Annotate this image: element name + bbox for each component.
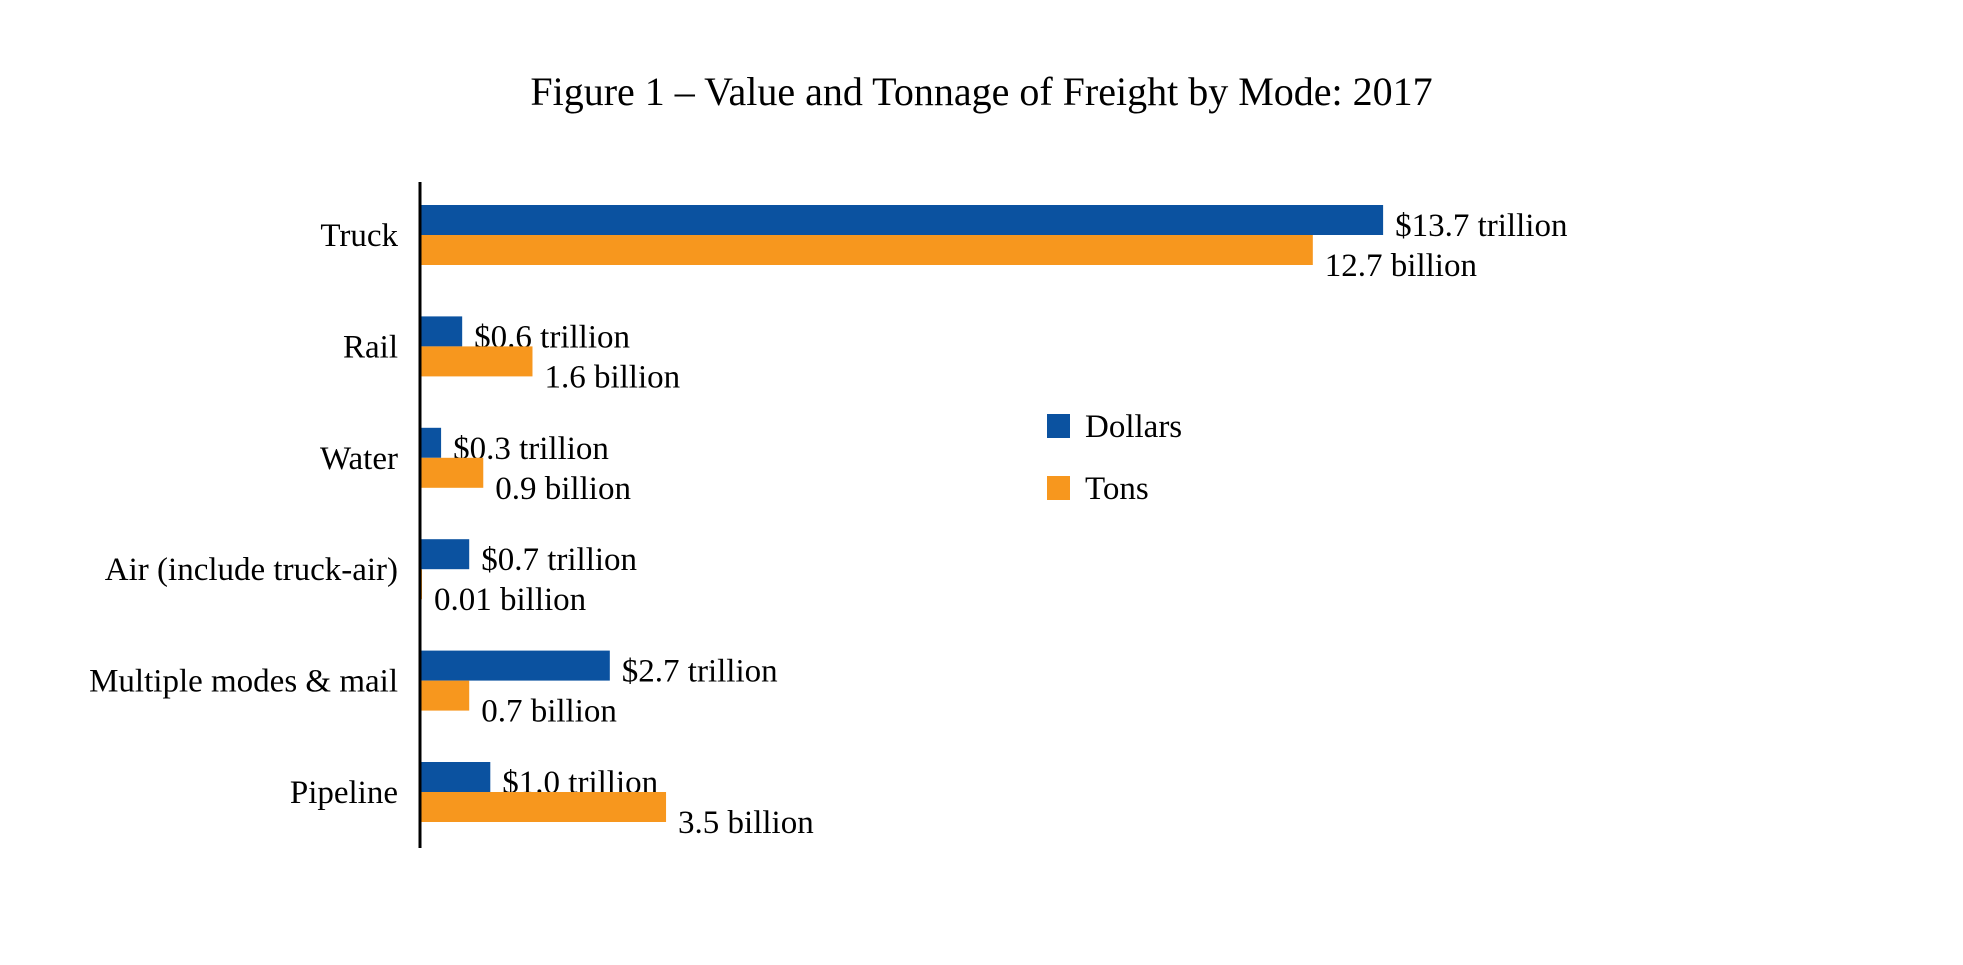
data-label-tons: 0.7 billion: [481, 694, 617, 730]
data-label-dollars: $0.7 trillion: [481, 542, 637, 578]
data-label-dollars: $13.7 trillion: [1395, 208, 1567, 244]
bar-dollars: [420, 650, 610, 681]
data-label-tons: 1.6 billion: [544, 359, 680, 395]
category-label: Truck: [320, 218, 398, 254]
data-label-tons: 3.5 billion: [678, 805, 814, 841]
data-label-tons: 0.9 billion: [495, 471, 631, 507]
bar-tons: [420, 792, 667, 822]
bar-tons: [420, 457, 484, 488]
legend-swatch-tons: [1047, 476, 1070, 500]
legend-label-tons: Tons: [1085, 471, 1149, 507]
data-label-tons: 0.01 billion: [434, 582, 586, 618]
category-label: Pipeline: [290, 775, 398, 811]
bar-dollars: [420, 316, 463, 347]
bar-tons: [420, 235, 1313, 265]
chart-title: Figure 1 – Value and Tonnage of Freight …: [530, 69, 1433, 114]
data-label-tons: 12.7 billion: [1325, 248, 1477, 284]
bar-tons: [420, 346, 533, 377]
data-label-dollars: $2.7 trillion: [622, 654, 778, 690]
bar-tons: [420, 680, 470, 711]
category-label: Multiple modes & mail: [89, 664, 398, 700]
bar-dollars: [420, 205, 1384, 235]
category-label: Air (include truck-air): [105, 552, 398, 588]
bar-dollars: [420, 762, 491, 792]
legend-swatch-dollars: [1047, 414, 1070, 438]
bar-dollars: [420, 539, 470, 570]
category-label: Water: [320, 441, 398, 477]
bar-dollars: [420, 427, 442, 458]
legend-label-dollars: Dollars: [1085, 409, 1182, 445]
category-label: Rail: [343, 329, 398, 365]
